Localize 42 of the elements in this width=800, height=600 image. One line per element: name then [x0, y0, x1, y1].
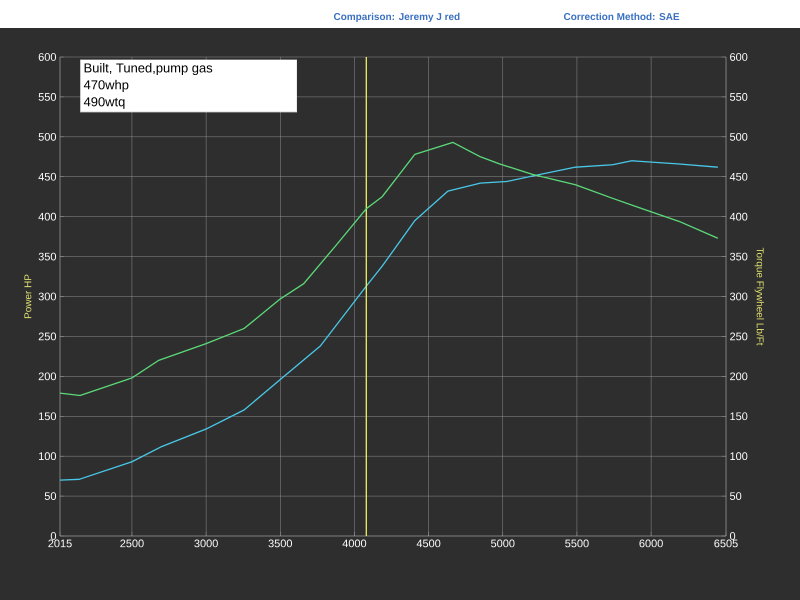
- x-tick-label: 4000: [342, 540, 366, 548]
- line-series: [60, 160, 718, 481]
- y-tick-label: 450: [38, 172, 56, 181]
- y-axis-title: Power HP: [24, 274, 32, 318]
- y-tick-label: 250: [38, 332, 56, 340]
- y-tick-label: 50: [44, 492, 56, 500]
- y-tick-label: 100: [39, 452, 56, 460]
- y2-axis-title: Torque Flywheel Lb/Ft: [754, 248, 764, 346]
- y-tick-label: 350: [38, 252, 56, 260]
- y-tick-label: 500: [38, 132, 56, 141]
- y2-tick-label: 400: [730, 212, 748, 221]
- y2-tick-label: 350: [730, 252, 748, 260]
- line-series: [60, 142, 718, 396]
- y2-tick-label: 250: [730, 332, 748, 340]
- y2-tick-label: 0: [730, 532, 736, 540]
- y-tick-label: 300: [38, 292, 56, 300]
- y2-tick-label: 500: [730, 132, 748, 141]
- y2-tick-label: 600: [730, 53, 748, 61]
- y-tick-label: 150: [39, 412, 56, 420]
- y-tick-label: 400: [38, 212, 56, 221]
- x-tick-label: 3500: [268, 540, 292, 548]
- y2-tick-label: 50: [730, 492, 742, 500]
- y2-tick-label: 200: [730, 372, 748, 380]
- y-tick-label: 600: [38, 53, 56, 61]
- x-tick-label: 5500: [565, 540, 589, 548]
- y-tick-label: 550: [38, 93, 56, 101]
- y2-tick-label: 150: [730, 412, 748, 420]
- y2-tick-label: 550: [730, 93, 748, 101]
- x-tick-label: 3000: [194, 540, 218, 548]
- x-tick-label: 6000: [639, 540, 663, 548]
- x-tick-label: 5000: [491, 540, 515, 548]
- y2-tick-label: 450: [730, 172, 748, 181]
- y2-tick-label: 300: [730, 292, 748, 300]
- x-tick-label: 6505: [714, 540, 738, 548]
- y-tick-label: 200: [38, 372, 56, 380]
- text: Comparison: Jeremy J red: [334, 12, 460, 22]
- text: Correction Method: SAE: [564, 12, 680, 20]
- y2-tick-label: 100: [730, 452, 748, 460]
- x-tick-label: 4500: [416, 540, 440, 548]
- x-tick-label: 2015: [48, 540, 72, 548]
- y-tick-label: 0: [50, 532, 56, 540]
- x-tick-label: 2500: [120, 540, 144, 548]
